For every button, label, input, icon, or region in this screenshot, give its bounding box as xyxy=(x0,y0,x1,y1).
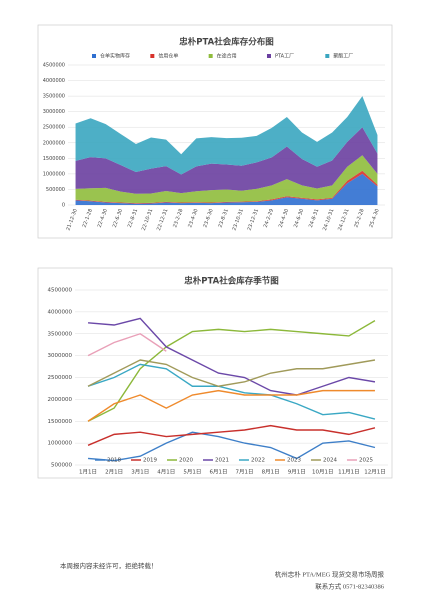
legend-label: 2018 xyxy=(107,458,121,464)
legend-label: 信用仓单 xyxy=(158,53,178,60)
footer-contact: 联系方式 0571-82340386 xyxy=(315,581,385,590)
x-tick-label: 6月1日 xyxy=(209,469,227,476)
y-tick-label: 3000000 xyxy=(43,109,65,115)
y-tick-label: 4000000 xyxy=(48,309,73,315)
area xyxy=(75,127,378,194)
legend-swatch xyxy=(325,54,330,58)
legend-label: 2024 xyxy=(323,458,337,464)
x-tick-label: 10月1日 xyxy=(312,469,334,476)
y-tick-label: 1000000 xyxy=(48,441,73,447)
legend-label: 2023 xyxy=(287,458,301,464)
area xyxy=(75,96,378,175)
line xyxy=(87,320,376,422)
x-tick-label: 4月1日 xyxy=(157,469,175,476)
chart-title: 忠朴PTA社会库存分布图 xyxy=(179,37,273,48)
legend-label: 仓单实物库存 xyxy=(100,53,130,60)
x-tick-label: 9月1日 xyxy=(288,469,306,476)
y-tick-label: 2000000 xyxy=(43,140,65,146)
y-tick-label: 500000 xyxy=(46,187,65,193)
legend-label: 2019 xyxy=(143,458,157,464)
y-tick-label: 3500000 xyxy=(48,331,73,337)
chart-frame xyxy=(37,267,393,479)
legend-label: 聚酯工厂 xyxy=(333,54,353,60)
legend-label: 2022 xyxy=(251,458,265,464)
x-tick-label: 12月1日 xyxy=(364,469,386,476)
y-tick-label: 1500000 xyxy=(43,156,65,162)
y-tick-label: 0 xyxy=(62,203,65,209)
y-tick-label: 4000000 xyxy=(43,78,65,84)
area xyxy=(75,173,378,205)
x-tick-label: 1月1日 xyxy=(79,469,97,476)
x-tick-label: 5月1日 xyxy=(183,469,201,476)
legend-swatch xyxy=(150,54,155,58)
legend-label: PTA工厂 xyxy=(275,54,294,60)
legend-swatch xyxy=(266,54,271,58)
y-tick-label: 500000 xyxy=(51,463,72,469)
x-tick-label: 8月1日 xyxy=(262,469,280,476)
line xyxy=(87,389,375,422)
footer-publisher: 杭州忠朴 PTA/MEG 现货交易市场周报 xyxy=(275,569,385,578)
line xyxy=(87,332,167,357)
area xyxy=(75,155,378,204)
y-tick-label: 3000000 xyxy=(48,353,73,359)
legend-label: 在途合用 xyxy=(217,53,237,60)
line xyxy=(87,317,376,396)
legend-label: 2021 xyxy=(215,458,229,464)
footer-notice: 本周报内容未经许可，拒绝转载！ xyxy=(60,561,158,570)
y-tick-label: 2500000 xyxy=(43,125,65,131)
x-tick-label: 3月1日 xyxy=(131,469,149,476)
line xyxy=(87,431,376,462)
chart-title: 忠朴PTA社会库存季节图 xyxy=(184,276,278,287)
legend-label: 2020 xyxy=(179,458,193,464)
y-tick-label: 4500000 xyxy=(48,288,73,294)
y-tick-label: 1500000 xyxy=(48,419,73,425)
x-tick-label: 7月1日 xyxy=(236,469,254,476)
y-tick-label: 2500000 xyxy=(48,375,73,381)
legend-label: 2025 xyxy=(359,458,373,464)
legend-swatch xyxy=(208,54,213,58)
legend-swatch xyxy=(92,54,96,58)
x-tick-label: 11月1日 xyxy=(338,469,360,476)
y-tick-label: 1000000 xyxy=(43,171,65,177)
line xyxy=(87,424,376,446)
line xyxy=(87,359,376,387)
y-tick-label: 3500000 xyxy=(43,94,65,100)
line xyxy=(87,363,376,420)
y-tick-label: 4500000 xyxy=(43,63,65,69)
y-tick-label: 2000000 xyxy=(48,397,73,403)
x-tick-label: 2月1日 xyxy=(105,469,123,476)
